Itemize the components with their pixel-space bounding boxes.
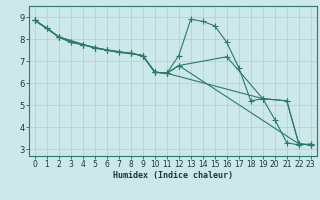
X-axis label: Humidex (Indice chaleur): Humidex (Indice chaleur) bbox=[113, 171, 233, 180]
